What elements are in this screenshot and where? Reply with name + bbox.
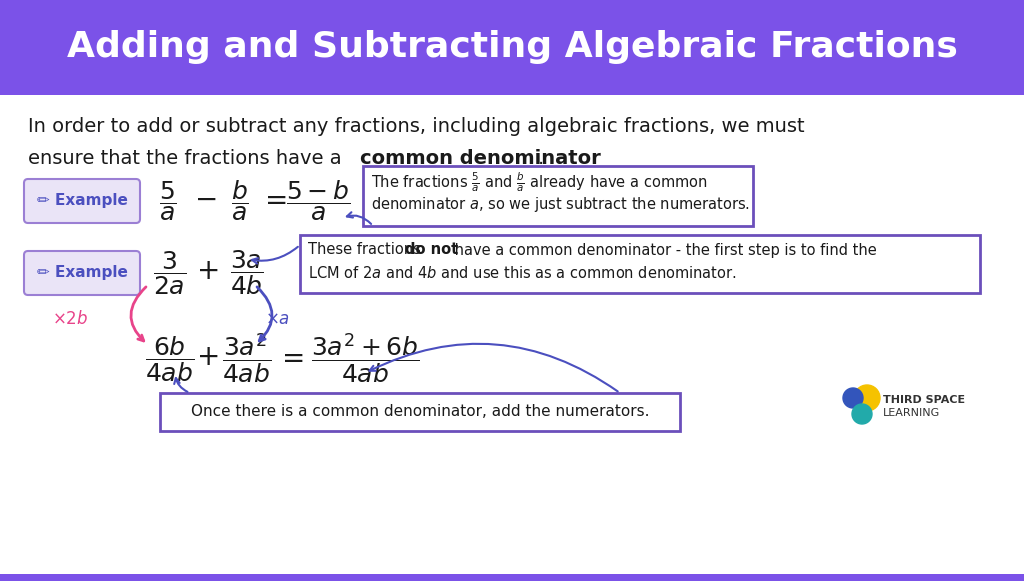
Text: $\times a$: $\times a$ [265, 310, 290, 328]
Circle shape [852, 404, 872, 424]
FancyBboxPatch shape [24, 179, 140, 223]
Text: LEARNING: LEARNING [883, 408, 940, 418]
Text: ensure that the fractions have a: ensure that the fractions have a [28, 149, 348, 168]
Text: .: . [538, 149, 544, 168]
Text: $\dfrac{3a}{4b}$: $\dfrac{3a}{4b}$ [230, 249, 264, 297]
Text: $\dfrac{3a^2}{4ab}$: $\dfrac{3a^2}{4ab}$ [222, 332, 271, 386]
FancyBboxPatch shape [24, 251, 140, 295]
Text: $=$: $=$ [259, 185, 287, 213]
FancyBboxPatch shape [300, 235, 980, 293]
Bar [0, 0, 1024, 95]
Text: $=$: $=$ [276, 343, 304, 371]
Text: $\times 2b$: $\times 2b$ [52, 310, 88, 328]
Circle shape [843, 388, 863, 408]
Text: common denominator: common denominator [360, 149, 601, 168]
Text: LCM of $2a$ and $4b$ and use this as a common denominator.: LCM of $2a$ and $4b$ and use this as a c… [308, 265, 737, 281]
Text: In order to add or subtract any fractions, including algebraic fractions, we mus: In order to add or subtract any fraction… [28, 117, 805, 135]
Text: denominator $a$, so we just subtract the numerators.: denominator $a$, so we just subtract the… [371, 195, 750, 213]
FancyBboxPatch shape [362, 166, 753, 226]
Text: $+$: $+$ [196, 343, 218, 371]
Text: Once there is a common denominator, add the numerators.: Once there is a common denominator, add … [190, 404, 649, 419]
Text: have a common denominator - the first step is to find the: have a common denominator - the first st… [450, 242, 877, 257]
Text: $\dfrac{3a^2+6b}{4ab}$: $\dfrac{3a^2+6b}{4ab}$ [310, 332, 420, 386]
Text: $\dfrac{3}{2a}$: $\dfrac{3}{2a}$ [154, 249, 186, 297]
Text: $-$: $-$ [194, 185, 216, 213]
Text: $\dfrac{5}{a}$: $\dfrac{5}{a}$ [159, 179, 177, 223]
Text: $\dfrac{5-b}{a}$: $\dfrac{5-b}{a}$ [286, 178, 350, 224]
Text: $+$: $+$ [196, 257, 218, 285]
FancyBboxPatch shape [160, 393, 680, 431]
Text: These fractions: These fractions [308, 242, 426, 257]
Text: $\dfrac{b}{a}$: $\dfrac{b}{a}$ [231, 178, 249, 224]
Text: THIRD SPACE: THIRD SPACE [883, 395, 966, 405]
Bar [0, 574, 1024, 581]
Text: do not: do not [406, 242, 459, 257]
Text: Adding and Subtracting Algebraic Fractions: Adding and Subtracting Algebraic Fractio… [67, 30, 957, 64]
Text: $\dfrac{6b}{4ab}$: $\dfrac{6b}{4ab}$ [145, 334, 195, 384]
Circle shape [854, 385, 880, 411]
Text: The fractions $\frac{5}{a}$ and $\frac{b}{a}$ already have a common: The fractions $\frac{5}{a}$ and $\frac{b… [371, 170, 708, 193]
Text: ✏ Example: ✏ Example [37, 193, 127, 209]
Text: ✏ Example: ✏ Example [37, 266, 127, 281]
